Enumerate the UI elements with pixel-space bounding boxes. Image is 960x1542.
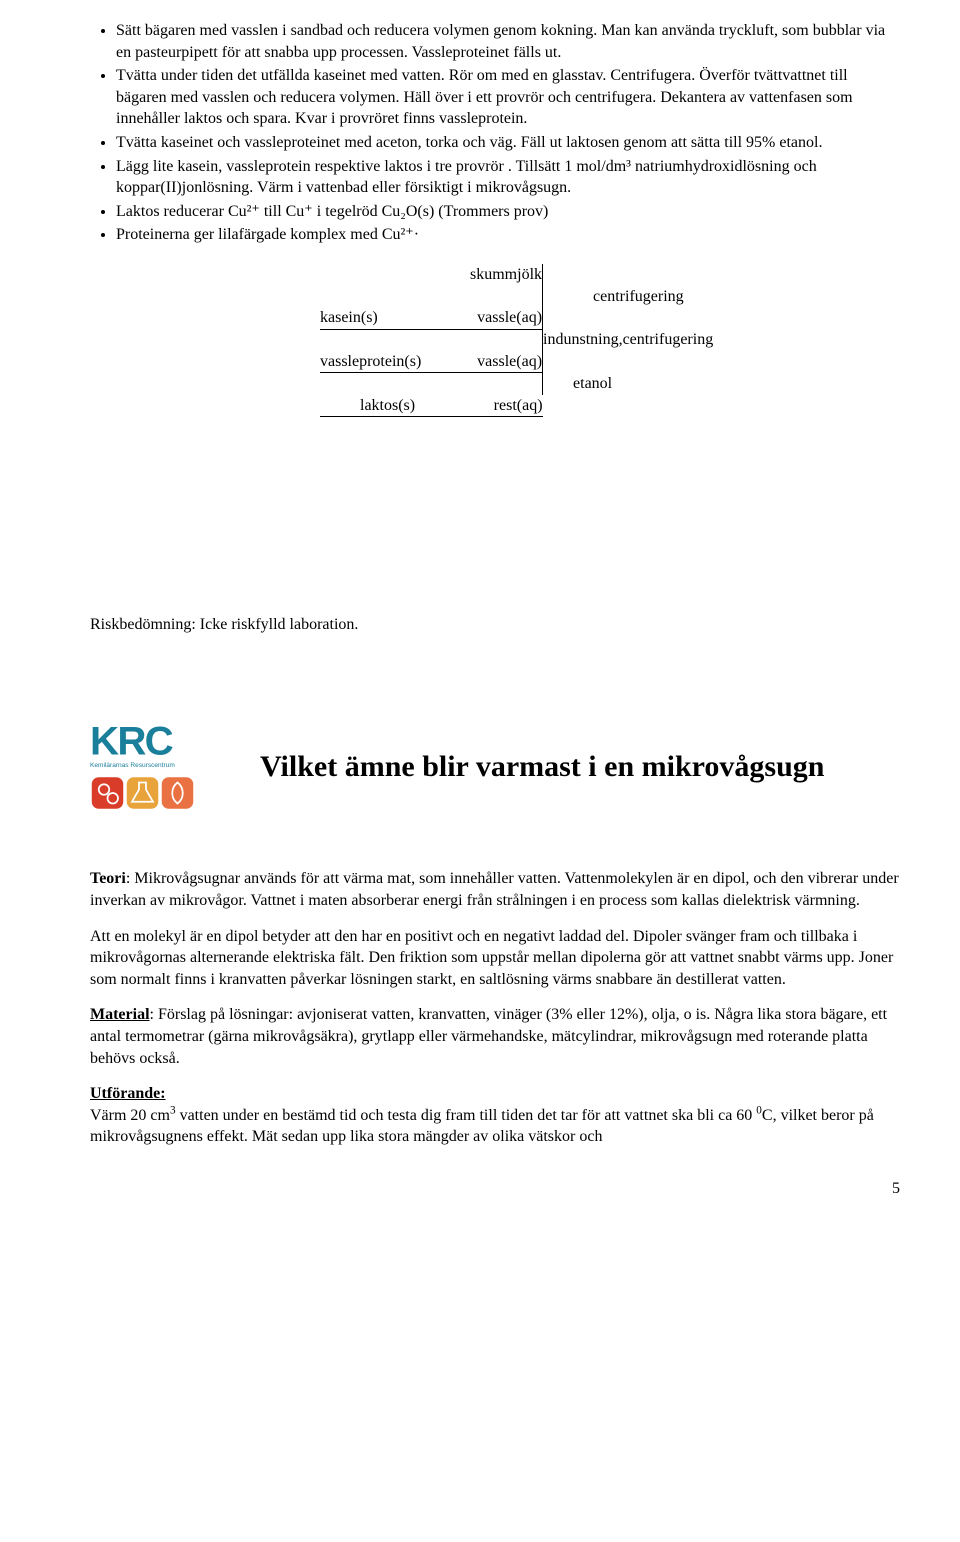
- list-item: Laktos reducerar Cu²⁺ till Cu⁺ i tegelrö…: [116, 201, 900, 223]
- list-item: Tvätta kaseinet och vassleproteinet med …: [116, 132, 900, 154]
- diagram-top: skummjölk: [470, 264, 543, 286]
- section-heading-row: KRC Kemilärarnas Resurscentrum Vilket äm…: [90, 716, 900, 819]
- material-body: : Förslag på lösningar: avjoniserat vatt…: [90, 1006, 887, 1066]
- material-label: Material: [90, 1006, 150, 1023]
- diagram-r3r: rest(aq): [470, 395, 543, 417]
- diagram-sep3: etanol: [543, 373, 714, 395]
- utforande-paragraph: Utförande: Värm 20 cm3 vatten under en b…: [90, 1083, 900, 1148]
- page-number: 5: [90, 1178, 900, 1200]
- diagram-r3l: laktos(s): [320, 395, 470, 417]
- material-paragraph: Material: Förslag på lösningar: avjonise…: [90, 1004, 900, 1069]
- teori-label: Teori: [90, 870, 126, 887]
- utforande-body-b: vatten under en bestämd tid och testa di…: [176, 1107, 757, 1124]
- logo-main-text: KRC: [90, 718, 173, 763]
- section-title: Vilket ämne blir varmast i en mikrovågsu…: [260, 747, 824, 788]
- diagram-r1l: kasein(s): [320, 307, 470, 329]
- list-item: Lägg lite kasein, vassleprotein respekti…: [116, 156, 900, 199]
- diagram-sep2: indunstning,centrifugering: [543, 329, 714, 351]
- utforande-label: Utförande:: [90, 1085, 166, 1102]
- dipole-paragraph: Att en molekyl är en dipol betyder att d…: [90, 926, 900, 991]
- diagram-r2r: vassle(aq): [470, 351, 543, 373]
- list-item: Proteinerna ger lilafärgade komplex med …: [116, 224, 900, 246]
- utforande-body-a: Värm 20 cm: [90, 1107, 170, 1124]
- risk-assessment: Riskbedömning: Icke riskfylld laboration…: [90, 614, 900, 636]
- krc-logo: KRC Kemilärarnas Resurscentrum: [90, 716, 230, 819]
- teori-paragraph: Teori: Mikrovågsugnar används för att vä…: [90, 868, 900, 911]
- diagram-sep1: centrifugering: [543, 286, 714, 308]
- logo-sub-text: Kemilärarnas Resurscentrum: [90, 761, 175, 768]
- list-item: Tvätta under tiden det utfällda kaseinet…: [116, 65, 900, 130]
- procedure-bullets: Sätt bägaren med vasslen i sandbad och r…: [90, 20, 900, 246]
- teori-body: : Mikrovågsugnar används för att värma m…: [90, 870, 899, 909]
- diagram-r2l: vassleprotein(s): [320, 351, 470, 373]
- separation-diagram: skummjölk centrifugering kasein(s) vassl…: [320, 264, 900, 574]
- list-item: Sätt bägaren med vasslen i sandbad och r…: [116, 20, 900, 63]
- diagram-r1r: vassle(aq): [470, 307, 543, 329]
